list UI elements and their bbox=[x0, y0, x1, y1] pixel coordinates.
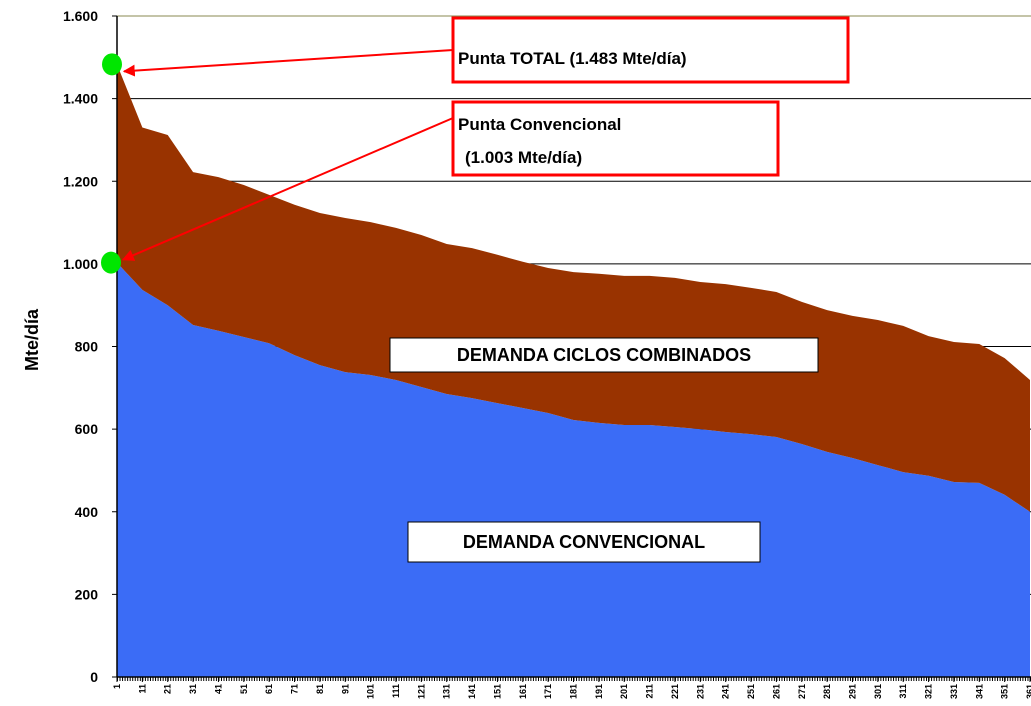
x-tick-label: 321 bbox=[924, 684, 934, 699]
annotation-box bbox=[451, 100, 780, 177]
peak-marker bbox=[102, 53, 122, 76]
x-tick-label: 281 bbox=[822, 684, 832, 699]
area bbox=[117, 64, 1030, 512]
x-tick-label: 181 bbox=[569, 684, 579, 699]
area bbox=[117, 262, 1030, 677]
x-tick-label: 61 bbox=[264, 684, 274, 694]
series-label-box bbox=[389, 337, 819, 373]
x-tick-label: 71 bbox=[290, 684, 300, 694]
x-tick-label: 311 bbox=[898, 684, 908, 699]
peak-marker bbox=[101, 251, 121, 274]
x-tick-label: 291 bbox=[847, 684, 857, 699]
x-tick-label: 211 bbox=[645, 684, 655, 699]
annotation: Punta Convencional bbox=[458, 115, 621, 134]
x-tick-label: 81 bbox=[315, 684, 325, 694]
x-tick-label: 241 bbox=[721, 684, 731, 699]
y-tick-label: 200 bbox=[75, 586, 99, 602]
y-tick-label: 600 bbox=[75, 421, 99, 437]
y-tick-label: 1.200 bbox=[63, 173, 98, 189]
x-tick-label: 21 bbox=[163, 684, 173, 694]
x-tick-label: 131 bbox=[442, 684, 452, 699]
x-tick-label: 231 bbox=[695, 684, 705, 699]
x-tick-label: 301 bbox=[873, 684, 883, 699]
x-tick-label: 331 bbox=[949, 684, 959, 699]
x-tick-label: 251 bbox=[746, 684, 756, 699]
x-tick-label: 121 bbox=[416, 684, 426, 699]
x-tick-label: 101 bbox=[366, 684, 376, 699]
y-tick-label: 1.600 bbox=[63, 8, 98, 24]
x-tick-label: 271 bbox=[797, 684, 807, 699]
x-tick-label: 361 bbox=[1025, 684, 1031, 699]
x-tick-label: 141 bbox=[467, 684, 477, 699]
annotation: Punta TOTAL (1.483 Mte/día) bbox=[458, 49, 687, 68]
x-tick-label: 341 bbox=[974, 684, 984, 699]
annotation-box bbox=[451, 16, 850, 84]
x-tick-label: 201 bbox=[619, 684, 629, 699]
series-label: DEMANDA CICLOS COMBINADOS bbox=[457, 345, 751, 365]
annotation: (1.003 Mte/día) bbox=[465, 148, 582, 167]
x-tick-label: 31 bbox=[188, 684, 198, 694]
x-tick-label: 151 bbox=[492, 684, 502, 699]
y-axis-label: Mte/día bbox=[22, 308, 42, 371]
arrow bbox=[122, 49, 454, 77]
x-tick-label: 91 bbox=[340, 684, 350, 694]
y-tick-label: 1.400 bbox=[63, 91, 98, 107]
x-tick-label: 41 bbox=[213, 684, 223, 694]
y-tick-label: 800 bbox=[75, 339, 99, 355]
y-tick-label: 0 bbox=[90, 669, 98, 685]
arrow bbox=[121, 117, 454, 261]
x-tick-label: 261 bbox=[771, 684, 781, 699]
x-tick-label: 51 bbox=[239, 684, 249, 694]
y-tick-label: 1.000 bbox=[63, 256, 98, 272]
x-tick-label: 161 bbox=[518, 684, 528, 699]
x-tick-label: 351 bbox=[1000, 684, 1010, 699]
x-tick-label: 191 bbox=[594, 684, 604, 699]
series-label: DEMANDA CONVENCIONAL bbox=[463, 532, 705, 552]
x-tick-label: 221 bbox=[670, 684, 680, 699]
x-tick-label: 111 bbox=[391, 684, 401, 698]
y-tick-label: 400 bbox=[75, 504, 99, 520]
x-tick-label: 11 bbox=[137, 684, 147, 694]
x-tick-label: 1 bbox=[112, 684, 122, 689]
series-label-box bbox=[407, 521, 761, 563]
x-tick-label: 171 bbox=[543, 684, 553, 699]
